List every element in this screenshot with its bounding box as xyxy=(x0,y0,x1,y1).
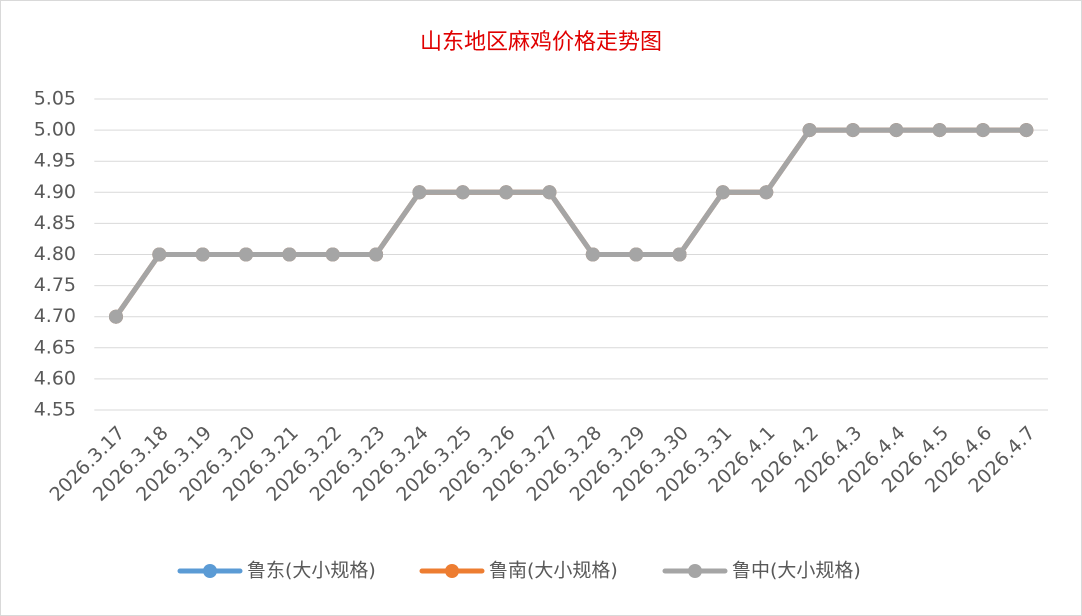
data-point xyxy=(282,247,297,262)
chart-title: 山东地区麻鸡价格走势图 xyxy=(420,30,662,55)
data-point xyxy=(845,123,860,138)
y-tick-label: 4.55 xyxy=(34,399,76,421)
data-point xyxy=(455,185,470,200)
data-point xyxy=(975,123,990,138)
data-point xyxy=(412,185,427,200)
line-series xyxy=(113,127,1029,320)
data-point xyxy=(152,247,167,262)
data-point xyxy=(629,247,644,262)
y-tick-label: 4.80 xyxy=(34,243,76,265)
y-tick-label: 4.95 xyxy=(34,150,76,172)
y-tick-label: 4.60 xyxy=(34,367,76,389)
legend-marker xyxy=(688,564,702,578)
data-point xyxy=(499,185,514,200)
legend-label: 鲁南(大小规格) xyxy=(489,560,618,582)
data-point xyxy=(325,247,340,262)
y-tick-label: 4.75 xyxy=(34,274,76,296)
y-tick-label: 5.00 xyxy=(34,119,76,141)
data-point xyxy=(672,247,687,262)
legend-label: 鲁中(大小规格) xyxy=(732,560,861,582)
legend-label: 鲁东(大小规格) xyxy=(247,560,376,582)
data-point xyxy=(759,185,774,200)
data-point xyxy=(932,123,947,138)
y-tick-label: 4.85 xyxy=(34,212,76,234)
data-point xyxy=(195,247,210,262)
data-point xyxy=(108,309,123,324)
data-point xyxy=(889,123,904,138)
data-point xyxy=(802,123,817,138)
y-tick-label: 4.65 xyxy=(34,336,76,358)
legend-marker xyxy=(445,564,459,578)
data-point xyxy=(585,247,600,262)
data-point xyxy=(715,185,730,200)
data-point xyxy=(1019,123,1034,138)
y-tick-label: 4.70 xyxy=(34,305,76,327)
y-tick-label: 4.90 xyxy=(34,181,76,203)
data-point xyxy=(369,247,384,262)
y-tick-label: 5.05 xyxy=(34,88,76,110)
legend-marker xyxy=(203,564,217,578)
data-point xyxy=(542,185,557,200)
data-point xyxy=(239,247,254,262)
